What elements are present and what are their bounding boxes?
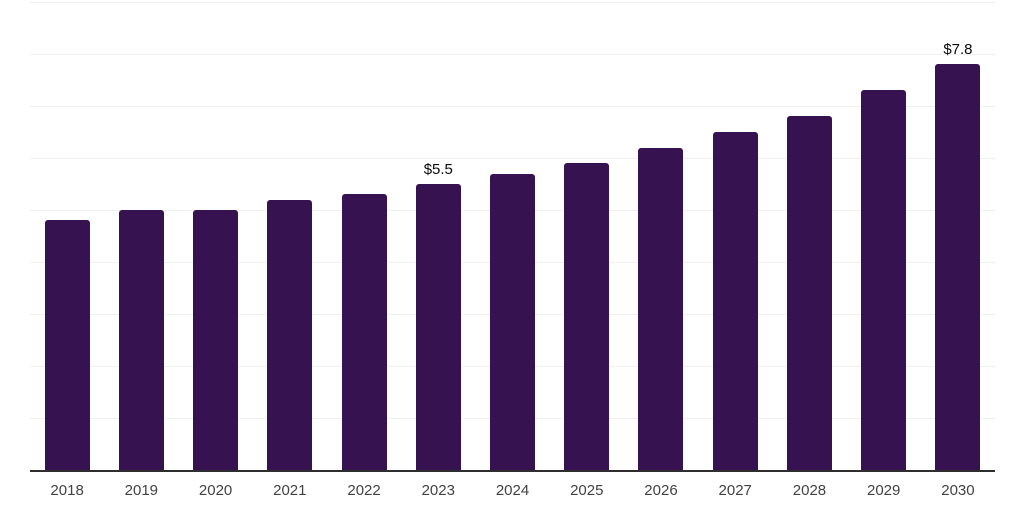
bar-band-2024 bbox=[475, 2, 549, 470]
x-tick-label-2018: 2018 bbox=[50, 482, 84, 499]
bar-band-2020 bbox=[178, 2, 252, 470]
bar-band-2026 bbox=[624, 2, 698, 470]
bar-band-2023: $5.5 bbox=[401, 2, 475, 470]
bar-band-2027 bbox=[698, 2, 772, 470]
bar-band-2028 bbox=[772, 2, 846, 470]
bar-band-2022 bbox=[327, 2, 401, 470]
bar-2030 bbox=[935, 64, 981, 470]
x-tick-label-2028: 2028 bbox=[792, 482, 827, 499]
bar-band-2030: $7.8 bbox=[921, 2, 995, 470]
gridline bbox=[30, 2, 995, 3]
x-tick-label-2021: 2021 bbox=[273, 482, 307, 499]
bar-2019 bbox=[118, 210, 164, 470]
x-axis-line bbox=[30, 470, 995, 472]
bar-2025 bbox=[564, 163, 610, 470]
x-tick-label-2030: 2030 bbox=[941, 482, 975, 499]
x-tick-label-2019: 2019 bbox=[124, 482, 159, 499]
x-tick-label-2029: 2029 bbox=[867, 482, 901, 499]
x-tick-label-2026: 2026 bbox=[644, 482, 678, 499]
bar-2023 bbox=[415, 184, 461, 470]
gridline bbox=[30, 54, 995, 55]
bar-band-2021 bbox=[253, 2, 327, 470]
bar-band-2025 bbox=[550, 2, 624, 470]
x-tick-label-2023: 2023 bbox=[421, 482, 455, 499]
bar-2024 bbox=[490, 173, 536, 470]
x-axis-tick-labels: 2018 2019 2020 2021 2022 2023 2024 2025 2026 2027… bbox=[30, 482, 995, 500]
data-label-2023: $5.5 bbox=[423, 161, 453, 178]
bar-2018 bbox=[44, 220, 90, 470]
bar-2028 bbox=[786, 116, 832, 470]
bar-2021 bbox=[267, 199, 313, 470]
x-tick-label-2025: 2025 bbox=[570, 482, 604, 499]
gridline bbox=[30, 158, 995, 159]
x-tick-label-2024: 2024 bbox=[495, 482, 530, 499]
bar-band-2019 bbox=[104, 2, 178, 470]
bar-2022 bbox=[341, 194, 387, 470]
bar-2029 bbox=[861, 90, 907, 470]
gridline bbox=[30, 106, 995, 107]
bar-2027 bbox=[712, 132, 758, 470]
bar-2026 bbox=[638, 147, 684, 470]
data-label-2030: $7.8 bbox=[943, 41, 973, 59]
x-tick-label-2020: 2020 bbox=[198, 482, 233, 499]
plot-area: $5.5 $7.8 bbox=[30, 2, 995, 472]
bar-band-2029 bbox=[847, 2, 921, 470]
x-tick-label-2022: 2022 bbox=[347, 482, 381, 499]
bar-series: $5.5 $7.8 bbox=[30, 2, 995, 470]
x-tick-label-2027: 2027 bbox=[718, 482, 752, 499]
bar-2020 bbox=[193, 210, 239, 470]
bar-band-2018 bbox=[30, 2, 104, 470]
